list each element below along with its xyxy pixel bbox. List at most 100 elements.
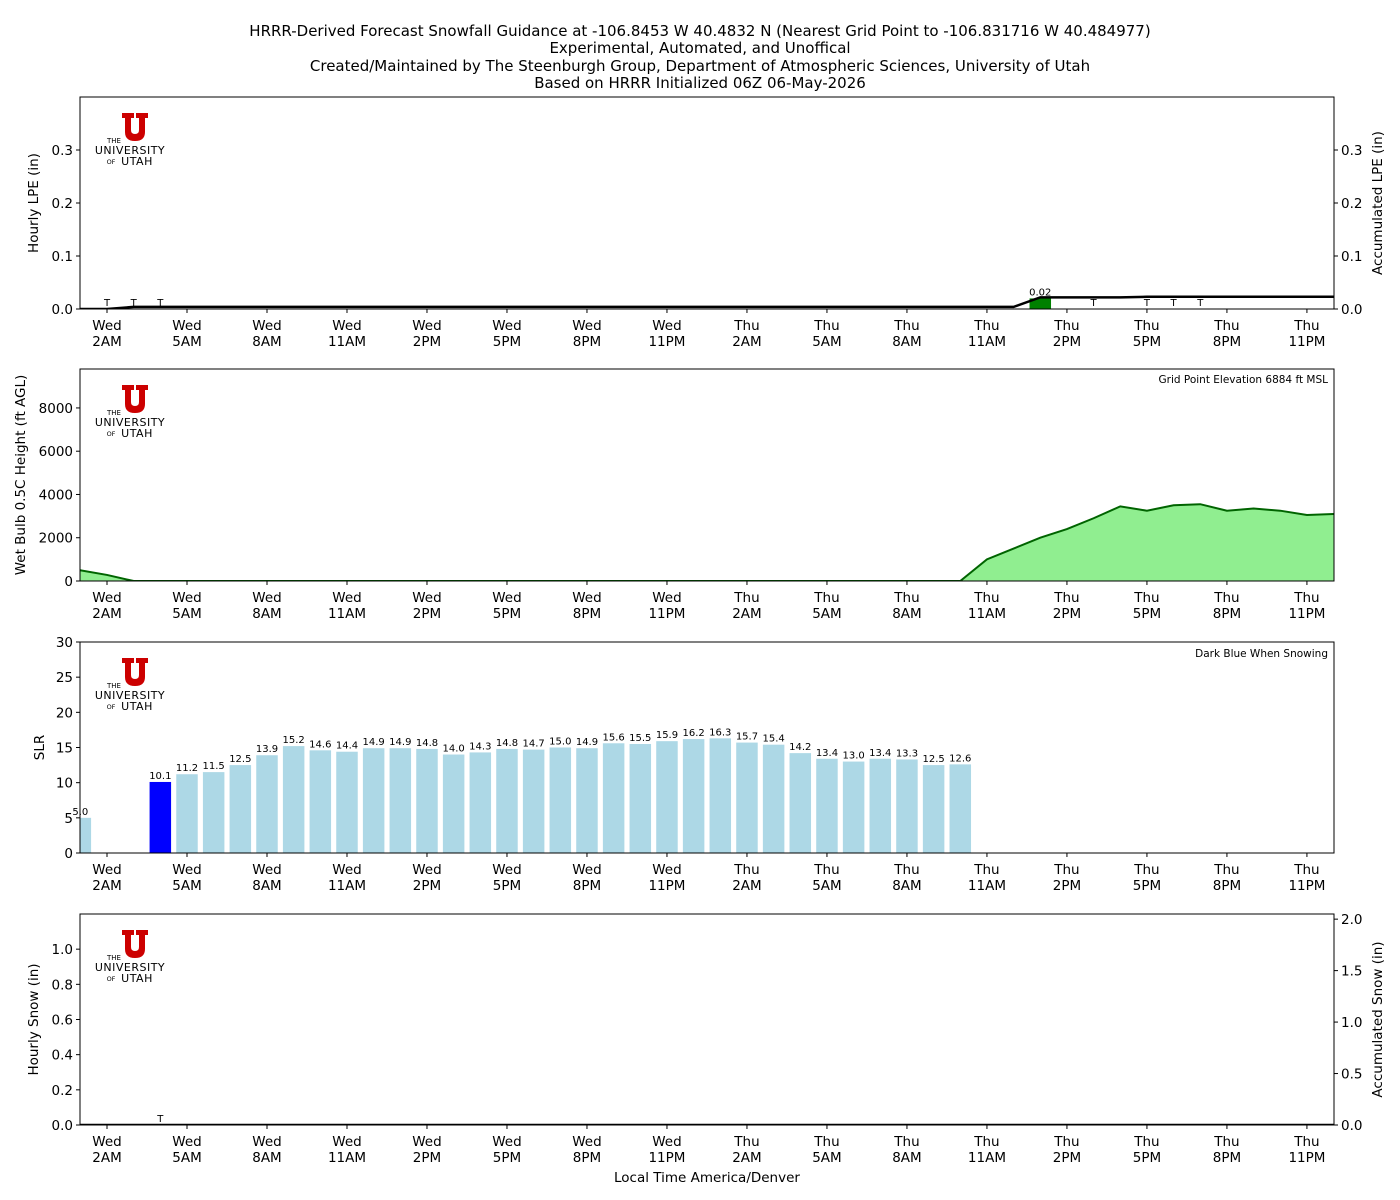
slr-bar — [416, 748, 438, 853]
slr-value-label: 14.7 — [523, 739, 545, 750]
x-tick-day: Thu — [893, 318, 919, 334]
x-tick-time: 2PM — [413, 606, 441, 622]
slr-value-label: 13.0 — [842, 751, 864, 762]
x-tick-day: Thu — [1213, 318, 1239, 334]
y-tick-label: 1.0 — [52, 942, 73, 958]
x-tick-day: Wed — [92, 590, 121, 606]
x-tick-time: 2PM — [413, 878, 441, 894]
x-tick-day: Thu — [733, 862, 759, 878]
slr-value-label: 13.9 — [256, 744, 278, 755]
logo-utah: UTAH — [121, 427, 153, 440]
x-tick-day: Wed — [572, 318, 601, 334]
y-tick-label: 2000 — [39, 531, 73, 547]
slr-bar — [496, 748, 518, 853]
logo-the: THE — [106, 137, 121, 145]
slr-bar — [682, 739, 705, 853]
slr-bar — [202, 772, 225, 853]
slr-value-label: 14.4 — [336, 741, 358, 752]
slr-bar — [522, 749, 545, 853]
slr-value-label: 12.5 — [229, 754, 251, 765]
x-tick-day: Thu — [733, 1134, 759, 1150]
x-tick-time: 5PM — [1133, 334, 1161, 350]
plot-area — [80, 738, 972, 853]
wetbulb-line — [80, 503, 1334, 581]
y-axis-label: Hourly LPE (in) — [26, 153, 42, 253]
logo-of: OF — [107, 158, 116, 166]
x-tick-time: 2PM — [413, 334, 441, 350]
logo-university: UNIVERSITY — [95, 961, 165, 974]
x-tick-day: Wed — [172, 862, 201, 878]
x-tick-day: Wed — [332, 318, 361, 334]
slr-bar — [736, 742, 758, 853]
block-u-icon — [122, 930, 148, 958]
x-tick-day: Thu — [893, 1134, 919, 1150]
x-tick-time: 2AM — [92, 878, 121, 894]
slr-panel: 5.010.111.2 11.512.513.915.2 14.6 14.4 14.9 1… — [32, 635, 1335, 894]
slr-bar — [149, 781, 172, 853]
x-tick-day: Thu — [1053, 862, 1079, 878]
x-tick-time: 8AM — [252, 1150, 281, 1166]
x-tick-time: 2AM — [92, 606, 121, 622]
x-tick-day: Thu — [813, 318, 839, 334]
slr-bar — [309, 750, 332, 853]
y-tick-label: 5 — [64, 811, 73, 827]
x-tick-day: Thu — [1053, 1134, 1079, 1150]
logo-of: OF — [107, 975, 116, 983]
x-tick-time: 8PM — [1213, 1150, 1241, 1166]
x-tick-time: 8PM — [573, 878, 601, 894]
slr-value-label: 11.5 — [203, 761, 225, 772]
slr-bar — [922, 765, 945, 853]
x-tick-day: Thu — [1213, 1134, 1239, 1150]
logo-utah: UTAH — [121, 972, 153, 985]
x-tick-time: 11PM — [648, 878, 685, 894]
slr-value-label: 14.3 — [469, 741, 491, 752]
x-tick-time: 5PM — [1133, 878, 1161, 894]
slr-bar — [80, 817, 92, 853]
x-tick-time: 2AM — [732, 878, 761, 894]
slr-value-label: 14.2 — [789, 742, 811, 753]
block-u-icon — [122, 658, 148, 686]
x-tick-time: 8PM — [1213, 334, 1241, 350]
x-tick-time: 5PM — [493, 334, 521, 350]
y-tick-label: 0 — [64, 846, 73, 862]
slr-bar — [949, 764, 972, 853]
y-tick-label: 15 — [56, 741, 73, 757]
slr-bar — [549, 747, 572, 853]
x-tick-day: Wed — [172, 318, 201, 334]
x-tick-time: 8AM — [252, 878, 281, 894]
snowing-annotation: Dark Blue When Snowing — [1195, 648, 1328, 660]
slr-bar — [229, 765, 252, 853]
slr-bar — [602, 743, 625, 853]
x-tick-day: Wed — [492, 1134, 521, 1150]
x-tick-day: Thu — [813, 862, 839, 878]
x-tick-day: Wed — [492, 862, 521, 878]
logo-university: UNIVERSITY — [95, 144, 165, 157]
slr-bar — [442, 754, 465, 853]
logo-university: UNIVERSITY — [95, 416, 165, 429]
x-tick-time: 5PM — [1133, 606, 1161, 622]
x-tick-day: Wed — [332, 862, 361, 878]
slr-bar — [709, 738, 732, 853]
plot-frame — [79, 96, 1335, 310]
x-tick-time: 11AM — [968, 1150, 1006, 1166]
trace-label: T — [1090, 298, 1098, 309]
slr-bar — [176, 774, 198, 853]
trace-label: T — [156, 298, 164, 309]
slr-value-label: 15.9 — [656, 730, 678, 741]
x-tick-day: Wed — [492, 318, 521, 334]
y-tick-label: 0.1 — [52, 249, 73, 265]
x-tick-time: 8PM — [573, 334, 601, 350]
x-tick-time: 8PM — [573, 606, 601, 622]
title-line-3: Created/Maintained by The Steenburgh Gro… — [310, 57, 1090, 75]
x-tick-time: 5PM — [493, 1150, 521, 1166]
x-tick-time: 2PM — [1053, 878, 1081, 894]
x-tick-day: Thu — [813, 1134, 839, 1150]
lpe-panel: 0.02T T T T T T T0.00.10.20.30.00.10.20.3Wed2A… — [26, 96, 1386, 350]
x-tick-day: Wed — [572, 590, 601, 606]
slr-value-label: 14.8 — [496, 738, 518, 749]
y-tick-label: 4000 — [39, 487, 73, 503]
x-tick-time: 8AM — [892, 606, 921, 622]
x-tick-time: 2PM — [1053, 334, 1081, 350]
